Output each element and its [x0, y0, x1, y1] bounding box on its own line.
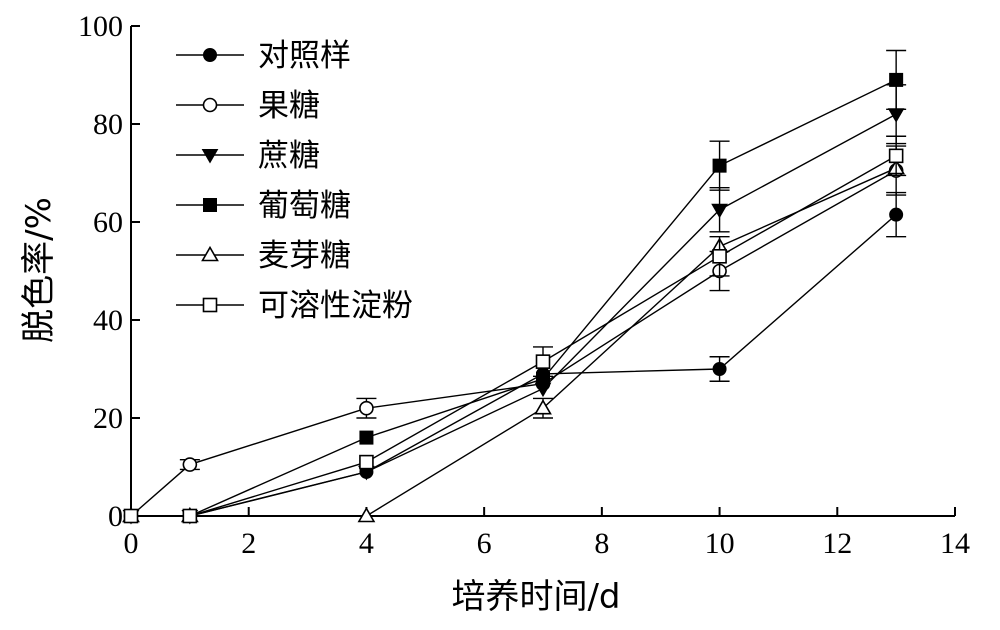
data-point [182, 508, 198, 524]
data-point [887, 108, 905, 123]
x-tick-label: 14 [940, 527, 970, 560]
legend-label: 蔗糖 [258, 138, 320, 174]
series-line [131, 79, 897, 517]
legend-label: 果糖 [258, 88, 320, 124]
x-tick-label: 2 [241, 527, 256, 560]
legend-item-4: 葡萄糖 [176, 188, 351, 224]
series-line [131, 214, 897, 517]
y-tick-label: 40 [93, 304, 123, 337]
data-point [712, 362, 727, 376]
series-2 [123, 145, 907, 524]
legend-label: 可溶性淀粉 [258, 288, 413, 324]
x-tick-label: 10 [705, 527, 735, 560]
series-5 [122, 158, 906, 523]
data-point [123, 508, 139, 524]
legend-label: 葡萄糖 [258, 188, 351, 224]
y-tick-label: 0 [108, 500, 123, 533]
legend-marker [201, 245, 219, 262]
x-tick-label: 8 [594, 527, 609, 560]
series-1 [124, 191, 907, 523]
x-axis-title: 培养时间/d [451, 577, 620, 617]
data-point [888, 148, 904, 164]
series-6 [123, 135, 907, 524]
legend-item-5: 麦芽糖 [176, 238, 351, 274]
y-tick-label: 60 [93, 206, 123, 239]
legend-marker [202, 297, 218, 313]
data-point [712, 249, 727, 264]
x-tick-label: 4 [359, 527, 374, 560]
x-tick-label: 6 [477, 527, 492, 560]
data-point [359, 430, 374, 445]
legend-label: 对照样 [258, 38, 351, 74]
y-tick-label: 20 [93, 402, 123, 435]
x-tick-label: 0 [124, 527, 139, 560]
data-point [711, 203, 728, 219]
series-layer [122, 49, 907, 525]
data-point [534, 399, 552, 415]
y-tick-label: 100 [78, 10, 123, 43]
data-point [359, 400, 374, 416]
y-tick-label: 80 [93, 108, 123, 141]
ticks: 0 2 4 6 8 10 12 14 0 20 40 60 80 100 [78, 10, 970, 560]
legend-item-3: 蔗糖 [176, 138, 320, 174]
x-tick-label: 12 [822, 527, 852, 560]
legend-marker [201, 149, 219, 164]
series-line [131, 155, 897, 517]
data-point [357, 506, 376, 523]
series-4 [124, 49, 907, 523]
data-point [182, 457, 198, 472]
data-point [535, 354, 551, 369]
y-axis-title: 脱色率/% [19, 197, 59, 343]
legend-marker [203, 48, 217, 62]
series-3 [122, 84, 907, 525]
data-point [359, 454, 374, 470]
legend-item-6: 可溶性淀粉 [176, 288, 413, 324]
series-line [131, 167, 897, 517]
data-point [712, 158, 727, 173]
series-line [130, 169, 897, 517]
legend-item-2: 果糖 [176, 88, 320, 124]
data-point [889, 207, 904, 222]
legend-marker [203, 198, 217, 212]
legend-marker [202, 97, 218, 113]
data-point [889, 72, 904, 87]
legend-label: 麦芽糖 [258, 238, 351, 274]
legend-item-1: 对照样 [176, 38, 351, 74]
